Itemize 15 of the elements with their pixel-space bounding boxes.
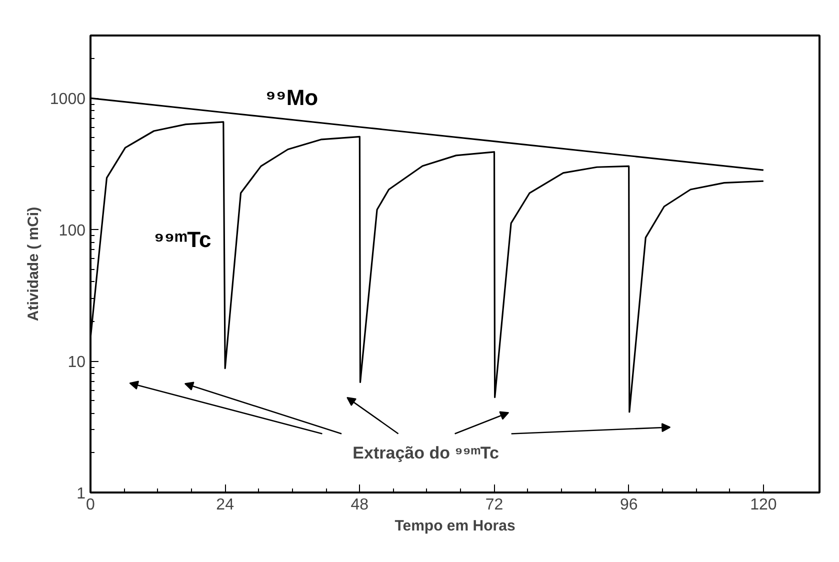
y-tick-label: 1 bbox=[76, 486, 86, 502]
y-tick-label: 100 bbox=[58, 222, 86, 240]
y-axis-title: Atividade ( mCi) bbox=[24, 206, 42, 322]
x-tick-label: 48 bbox=[350, 496, 369, 514]
x-tick-label: 72 bbox=[485, 496, 504, 514]
x-tick-label: 24 bbox=[216, 496, 234, 514]
x-tick-label: 0 bbox=[86, 496, 96, 514]
series-label: ⁹⁹ᵐTc bbox=[154, 227, 212, 252]
annotation: Extração do ⁹⁹ᵐTc bbox=[352, 443, 500, 462]
x-tick-label: 96 bbox=[620, 496, 638, 514]
series-label: ⁹⁹Mo bbox=[265, 85, 318, 110]
x-axis-title: Tempo em Horas bbox=[394, 518, 516, 534]
y-tick-label: 1000 bbox=[50, 91, 86, 108]
x-tick-label: 120 bbox=[750, 496, 777, 514]
y-tick-label: 10 bbox=[68, 354, 86, 372]
